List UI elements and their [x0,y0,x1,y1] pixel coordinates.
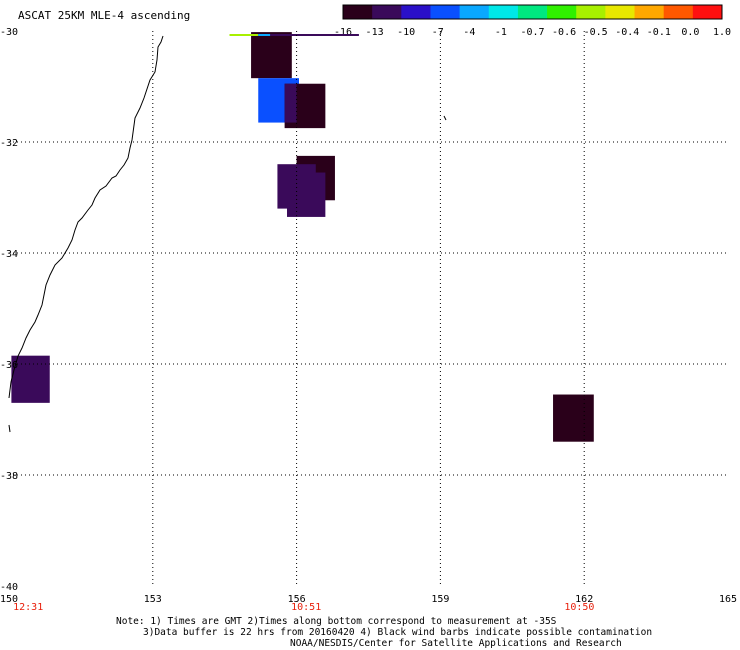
top-data-strip [229,34,359,36]
colorbar-label: -0.1 [647,27,671,38]
lat-label: -30 [0,27,18,38]
colorbar: -16 -13 -10 -7 -4 -1 -0.7 -0.6 -0.5 -0.4 -0.1 0.0 1.… [334,4,731,38]
data-cell [284,83,297,123]
colorbar-segment [372,5,402,19]
lon-label: 165 [719,594,737,605]
colorbar-segment [517,5,548,19]
lat-label: -36 [0,360,18,371]
time-label: 10:51 [291,602,321,613]
colorbar-segment [663,5,694,19]
colorbar-segment [634,5,665,19]
strip-segment [258,34,271,36]
colorbar-segment [547,5,577,19]
colorbar-segment [605,5,636,19]
lon-label: 156 [288,594,306,605]
note-line-1: Note: 1) Times are GMT 2)Times along bot… [116,616,557,627]
lon-label: 150 [0,594,18,605]
data-cell [553,394,594,442]
colorbar-label: -16 [334,27,352,38]
colorbar-label: -4 [463,27,475,38]
lat-label: -32 [0,138,18,149]
island [443,115,447,121]
colorbar-segment [576,5,606,19]
lat-label: -40 [0,582,18,593]
lon-label: 162 [575,594,593,605]
coastline [8,35,164,399]
time-label: 10:50 [564,602,594,613]
lat-label: -34 [0,249,18,260]
colorbar-label: -0.5 [584,27,608,38]
lat-label: -38 [0,471,18,482]
note-line-2: 3)Data buffer is 22 hrs from 20160420 4)… [143,627,653,638]
colorbar-frame [342,4,723,20]
graticule [9,31,728,586]
colorbar-label: -7 [432,27,444,38]
data-cells [11,32,594,442]
strip-segment [229,34,259,36]
colorbar-segment [459,5,490,19]
colorbar-segment [343,5,373,19]
colorbar-segment [692,5,723,19]
data-cell [251,32,292,79]
data-cell [287,172,326,217]
colorbar-label: -0.6 [552,27,576,38]
map-title: ASCAT 25KM MLE-4 ascending [18,9,191,22]
coast-fragment [8,424,11,433]
colorbar-label: 0.0 [681,27,699,38]
colorbar-segment [488,5,519,19]
lon-label: 159 [431,594,449,605]
colorbar-label: -0.7 [520,27,544,38]
colorbar-label: 1.0 [713,27,731,38]
lon-label: 153 [144,594,162,605]
note-line-3: NOAA/NESDIS/Center for Satellite Applica… [290,638,622,649]
colorbar-label: -13 [366,27,384,38]
colorbar-label: -10 [397,27,415,38]
colorbar-label: -0.4 [615,27,639,38]
axes-labels: 150 153 156 159 162 165 -30 -32 -34 -36 -38 -40 12:3… [0,27,737,613]
strip-segment [270,34,359,36]
colorbar-label: -1 [495,27,507,38]
colorbar-segment [401,5,431,19]
time-label: 12:31 [13,602,43,613]
colorbar-segment [430,5,461,19]
